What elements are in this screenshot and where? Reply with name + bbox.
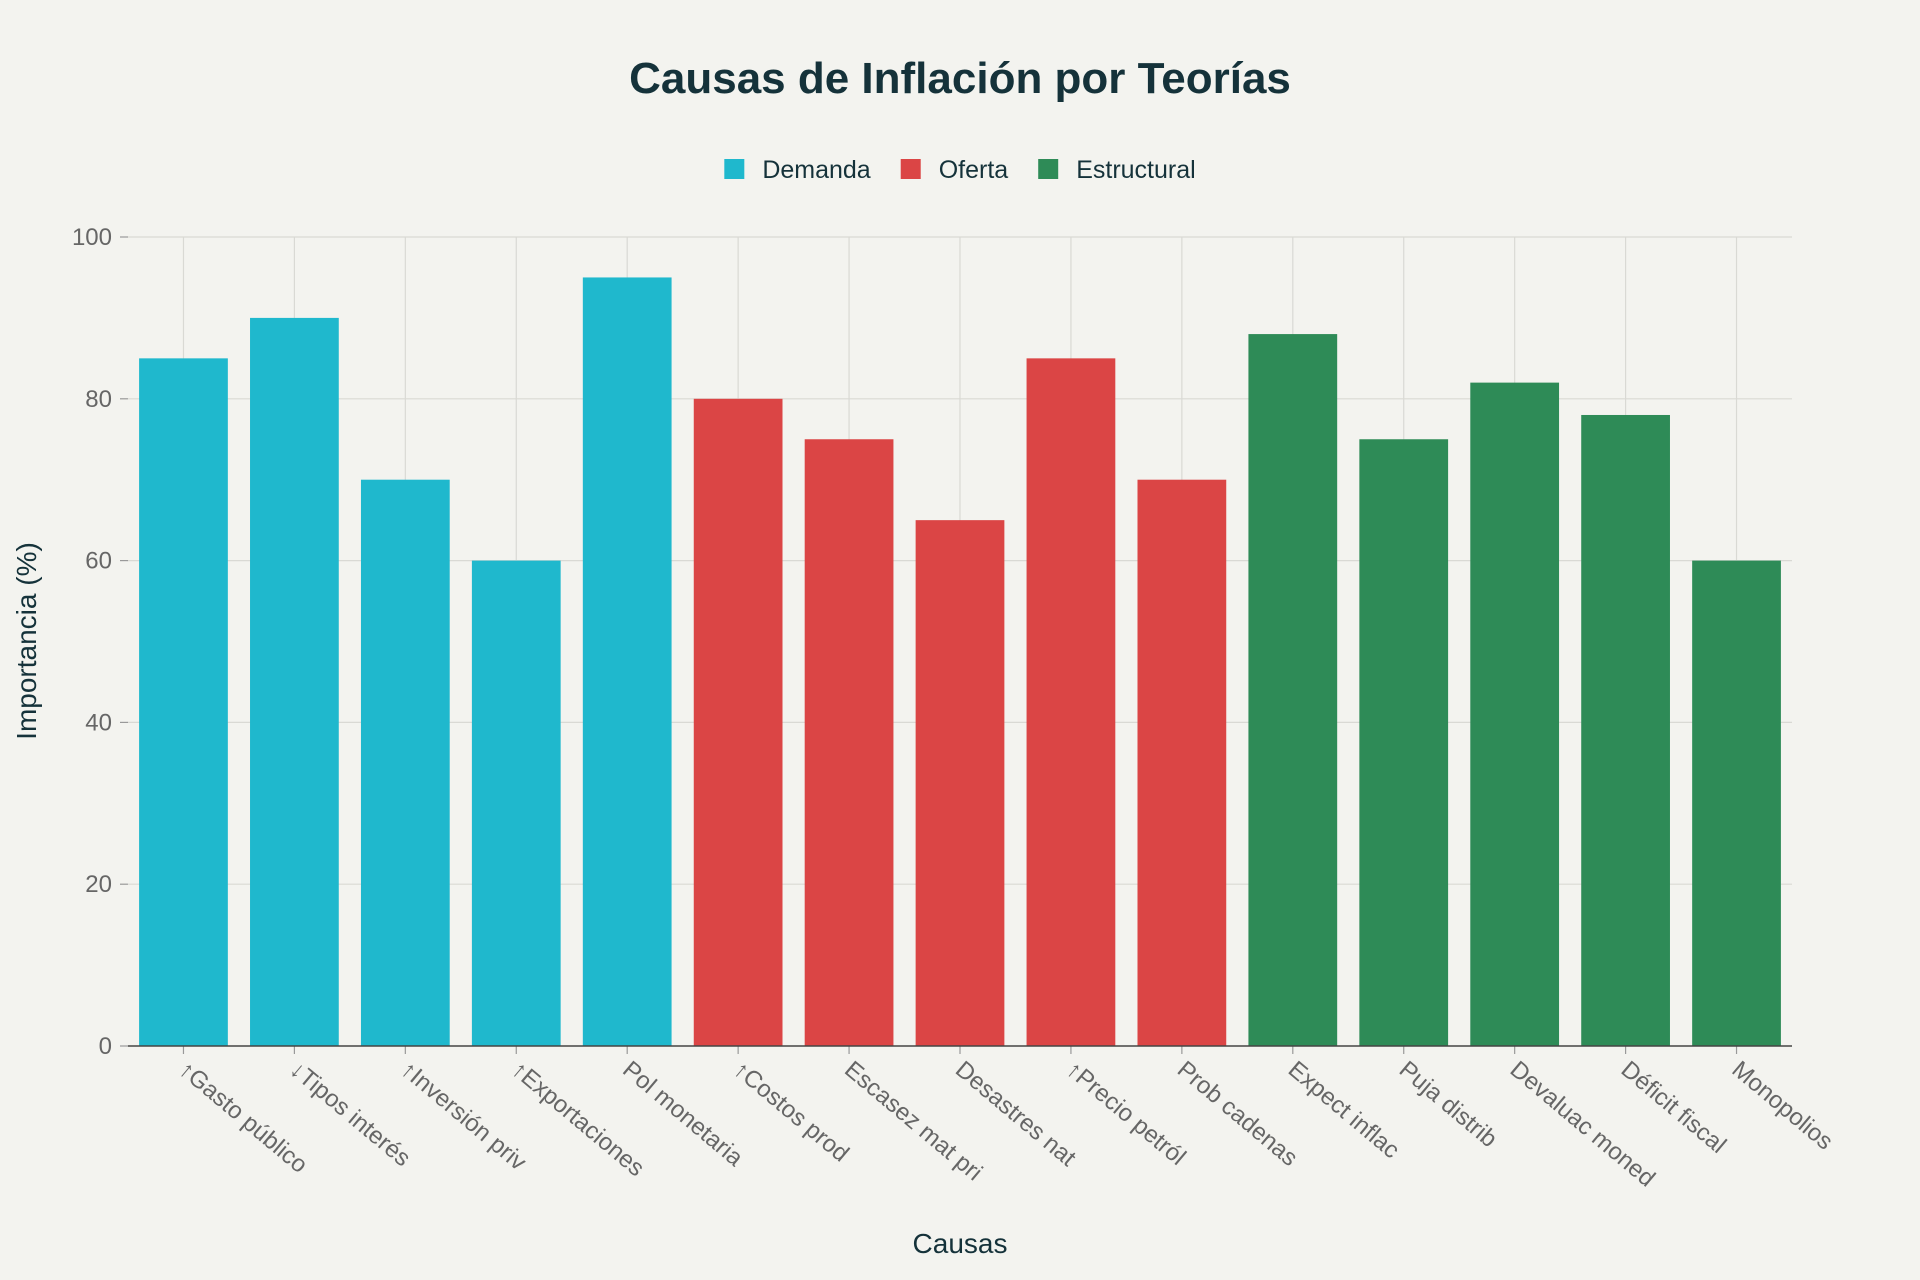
legend-swatch <box>724 159 745 179</box>
bar <box>1470 382 1560 1046</box>
bar <box>1026 358 1116 1047</box>
legend-swatch <box>900 159 921 179</box>
y-axis-ticks: 0 20 40 60 80 100 <box>72 224 128 1060</box>
bar <box>693 398 783 1046</box>
bar <box>1692 560 1781 1046</box>
x-axis-title: Causas <box>913 1228 1008 1259</box>
bar <box>582 277 672 1046</box>
bars <box>139 277 1781 1047</box>
y-tick-label: 100 <box>72 224 112 251</box>
legend-item: Estructural <box>1038 156 1196 184</box>
y-tick-label: 20 <box>85 871 112 898</box>
bar <box>1137 479 1227 1046</box>
legend-label: Oferta <box>939 156 1009 184</box>
bar <box>915 520 1005 1046</box>
x-tick-label: Prob cadenas <box>1172 1056 1303 1172</box>
chart-title: Causas de Inflación por Teorías <box>629 54 1291 103</box>
x-tick-label: ↑Precio petról <box>1061 1056 1191 1171</box>
legend: Demanda Oferta Estructural <box>724 156 1196 184</box>
bar <box>360 479 450 1046</box>
y-tick-label: 40 <box>85 709 112 736</box>
y-tick-label: 0 <box>99 1033 112 1060</box>
bar <box>139 358 228 1047</box>
bar <box>1581 414 1670 1047</box>
x-tick-label: Expect inflac <box>1283 1056 1405 1164</box>
x-tick-label: Monopolios <box>1727 1056 1838 1156</box>
legend-swatch <box>1038 159 1059 179</box>
x-tick-label: Déficit fiscal <box>1616 1056 1731 1159</box>
bar <box>1359 439 1449 1046</box>
legend-label: Estructural <box>1076 156 1195 184</box>
bar <box>250 317 339 1046</box>
legend-label: Demanda <box>762 156 870 184</box>
legend-item: Oferta <box>900 156 1009 184</box>
y-axis-title: Importancia (%) <box>11 542 42 740</box>
bar <box>471 560 561 1046</box>
x-axis-ticks: ↑Gasto público↓Tipos interés↑Inversión p… <box>174 1046 1838 1192</box>
y-tick-label: 60 <box>85 548 112 575</box>
x-tick-label: Puja distrib <box>1394 1056 1502 1153</box>
y-tick-label: 80 <box>85 386 112 413</box>
legend-item: Demanda <box>724 156 871 184</box>
bar <box>804 439 894 1046</box>
bar <box>1248 334 1338 1047</box>
